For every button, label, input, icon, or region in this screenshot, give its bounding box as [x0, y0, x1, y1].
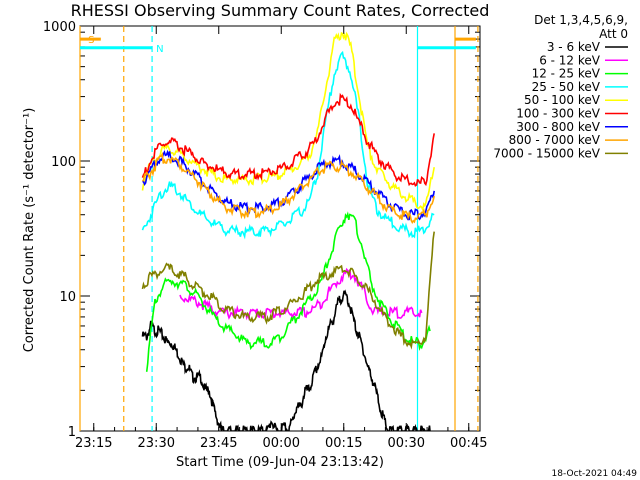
series-line-3-6keV: [141, 289, 431, 431]
legend-label: 50 - 100 keV: [524, 93, 601, 107]
legend-label: 3 - 6 keV: [547, 40, 601, 54]
x-tick-label: 00:15: [325, 436, 362, 451]
series-line-6-12keV: [179, 267, 423, 321]
chart-title: RHESSI Observing Summary Count Rates, Co…: [71, 1, 490, 20]
footer-timestamp: 18-Oct-2021 04:49: [552, 469, 638, 479]
y-axis-label: Corrected Count Rate (s⁻¹ detector⁻¹): [22, 108, 37, 353]
y-tick-label: 1: [68, 425, 76, 440]
legend-label: 800 - 7000 keV: [509, 133, 601, 147]
x-axis-label: Start Time (09-Jun-04 23:13:42): [176, 455, 384, 470]
legend-label: 6 - 12 keV: [539, 53, 601, 67]
y-tick-label: 10: [59, 290, 76, 305]
y-tick-label: 100: [51, 155, 76, 170]
legend-header-line-2: Att 0: [599, 27, 628, 41]
series-line-25-50keV: [141, 50, 435, 240]
series-group: [141, 31, 435, 431]
legend-label: 100 - 300 keV: [516, 107, 600, 121]
series-line-7000-15000keV: [141, 231, 435, 350]
legend-label: 25 - 50 keV: [532, 80, 601, 94]
x-tick-label: 00:00: [263, 436, 300, 451]
legend-label: 300 - 800 keV: [516, 120, 600, 134]
x-tick-label: 00:30: [388, 436, 425, 451]
flag-annotation: S: [88, 35, 94, 46]
y-tick-label: 1000: [43, 20, 76, 35]
series-line-100-300keV: [141, 92, 435, 187]
series-line-12-25keV: [145, 211, 431, 372]
legend-label: 7000 - 15000 keV: [493, 146, 600, 160]
plot-area: 23:15 23:30 23:45 00:00 00:15 00:30 00:45 1 10 10…: [43, 20, 488, 451]
x-tick-label: 00:45: [450, 436, 487, 451]
series-line-800-7000keV: [141, 151, 435, 224]
x-tick-label: 23:30: [138, 436, 175, 451]
flag-annotation: N: [156, 44, 163, 55]
x-tick-label: 23:45: [200, 436, 237, 451]
x-tick-label: 23:15: [75, 436, 112, 451]
series-line-50-100keV: [141, 31, 435, 213]
legend-header-line-1: Det 1,3,4,5,6,9,: [534, 13, 628, 27]
legend-label: 12 - 25 keV: [532, 67, 601, 81]
